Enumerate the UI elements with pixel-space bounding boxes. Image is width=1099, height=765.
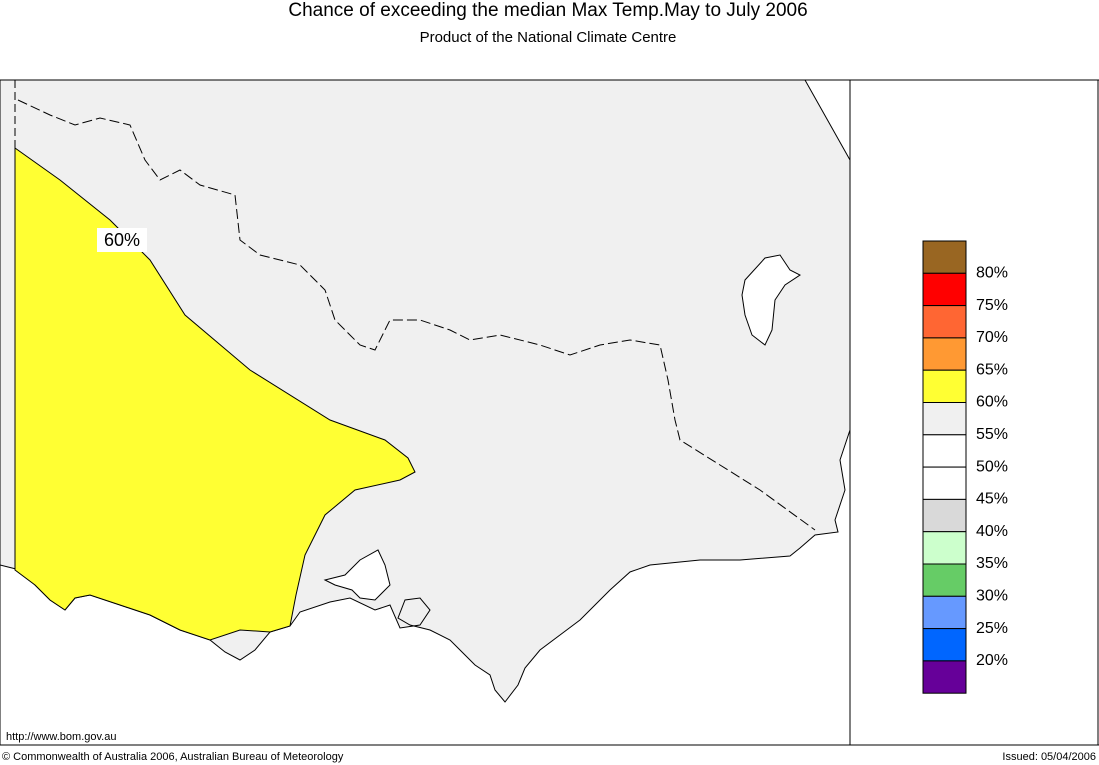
legend-label: 45% xyxy=(976,491,1008,508)
legend-label: 70% xyxy=(976,329,1008,346)
legend-swatch xyxy=(922,305,967,339)
legend-label: 30% xyxy=(976,588,1008,605)
legend-swatch xyxy=(922,595,967,630)
legend-label: 35% xyxy=(976,555,1008,572)
map: 60% http://www.bom.gov.au xyxy=(0,79,851,746)
legend-swatch xyxy=(922,240,967,274)
legend-swatch xyxy=(922,272,967,307)
legend-swatch xyxy=(922,337,967,371)
lake xyxy=(741,254,801,346)
contour-label-bg xyxy=(97,228,147,252)
legend-label: 55% xyxy=(976,426,1008,443)
legend-swatch xyxy=(922,402,967,436)
map-frame xyxy=(0,79,851,746)
title: Chance of exceeding the median Max Temp.… xyxy=(288,0,807,21)
legend-label: 60% xyxy=(976,394,1008,411)
legend-swatch xyxy=(922,531,967,565)
legend-label: 40% xyxy=(976,523,1008,540)
legend-swatch xyxy=(922,498,967,533)
legend-swatch xyxy=(922,434,967,468)
contour-60 xyxy=(14,147,416,641)
legend-swatch xyxy=(922,466,967,500)
url: http://www.bom.gov.au xyxy=(6,731,116,743)
legend-label: 50% xyxy=(976,458,1008,475)
legend-swatch xyxy=(922,660,967,694)
port-phillip-bay xyxy=(323,549,391,601)
legend-label: 25% xyxy=(976,620,1008,637)
legend-label: 20% xyxy=(976,652,1008,669)
subtitle: Product of the National Climate Centre xyxy=(420,29,677,46)
legend-swatch xyxy=(922,563,967,597)
issued: Issued: 05/04/2006 xyxy=(1002,751,1096,763)
legend-label: 75% xyxy=(976,297,1008,314)
contour-label: 60% xyxy=(104,230,140,250)
legend-label: 65% xyxy=(976,361,1008,378)
legend-swatch xyxy=(922,369,967,404)
legend: 80% 75% 70% 65% 60% 55% 50% 45% 40% 35% 30% 25% 20% xyxy=(922,240,1008,694)
legend-swatch xyxy=(922,628,967,662)
legend-label: 80% xyxy=(976,265,1008,282)
copyright: © Commonwealth of Australia 2006, Austra… xyxy=(2,751,344,763)
state-border xyxy=(17,99,816,531)
